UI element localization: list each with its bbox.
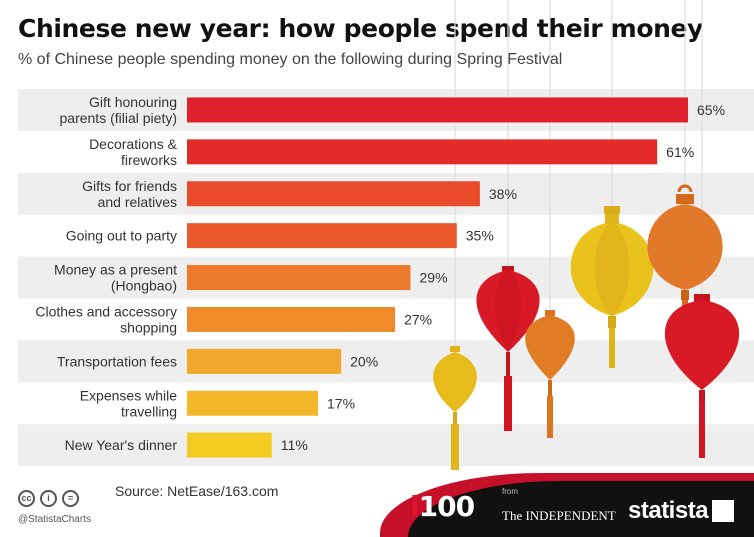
- i100-prefix: i: [410, 490, 420, 523]
- twitter-handle: @StatistaCharts: [18, 514, 91, 525]
- bar: [187, 223, 457, 249]
- category-label: Gift honouring parents (filial piety): [60, 94, 178, 126]
- value-labels: 65% 61% 38% 35% 29% 27% 20% 17% 11%: [281, 102, 725, 453]
- row-background: [18, 340, 754, 383]
- value-label: 38%: [489, 186, 517, 202]
- category-labels: Gift honouring parents (filial piety) Deco…: [35, 94, 177, 453]
- statista-logo: statista: [628, 497, 709, 524]
- independent-logo: The INDEPENDENT: [502, 508, 616, 523]
- lantern-decoration: [433, 0, 740, 470]
- by-icon: i: [40, 490, 57, 507]
- statista-mark-icon: [712, 500, 734, 522]
- bar: [187, 306, 396, 332]
- value-label: 11%: [281, 437, 308, 453]
- category-label: Clothes and accessory shopping: [35, 303, 177, 335]
- category-label: Going out to party: [66, 228, 177, 244]
- value-label: 29%: [420, 270, 448, 286]
- category-label: Expenses while travelling: [80, 387, 177, 419]
- source-note: Source: NetEase/163.com: [115, 483, 279, 499]
- nd-icon: =: [62, 490, 79, 507]
- bar: [187, 265, 411, 291]
- category-label: Money as a present (Hongbao): [54, 262, 177, 294]
- category-label: Decorations & fireworks: [89, 136, 178, 168]
- i100-logo: i100: [410, 490, 475, 523]
- value-label: 65%: [697, 102, 725, 118]
- cc-icon: cc: [18, 490, 35, 507]
- lantern-icon: [525, 310, 575, 438]
- value-label: 27%: [404, 311, 432, 327]
- bars: [187, 97, 688, 458]
- lantern-icon: [570, 206, 654, 368]
- row-background: [18, 424, 754, 467]
- value-label: 35%: [466, 228, 494, 244]
- bar: [187, 181, 480, 207]
- category-label: Transportation fees: [57, 353, 177, 369]
- bar-chart: Gift honouring parents (filial piety) Deco…: [18, 0, 754, 470]
- bar: [187, 390, 319, 416]
- from-label: from: [502, 487, 518, 496]
- bar: [187, 348, 342, 374]
- value-label: 17%: [327, 395, 355, 411]
- value-label: 61%: [666, 144, 694, 160]
- lantern-icon: [476, 266, 540, 431]
- category-label: Gifts for friends and relatives: [82, 178, 177, 210]
- chart-subtitle: % of Chinese people spending money on th…: [18, 51, 563, 68]
- category-label: New Year's dinner: [65, 437, 178, 453]
- i100-suffix: 100: [418, 490, 475, 523]
- bar: [187, 97, 688, 123]
- lantern-icon: [664, 294, 740, 458]
- bar: [187, 139, 658, 165]
- chart-title: Chinese new year: how people spend their…: [18, 14, 703, 43]
- bar: [187, 432, 272, 458]
- lantern-icon: [433, 346, 477, 470]
- value-label: 20%: [350, 353, 378, 369]
